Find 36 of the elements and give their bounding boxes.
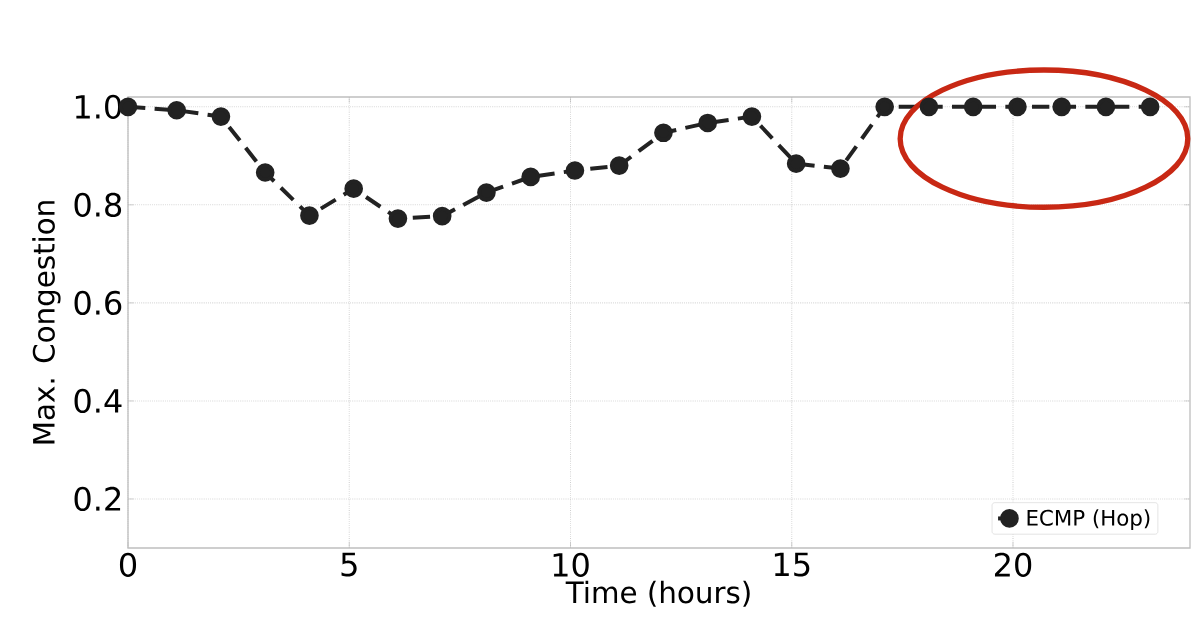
point xyxy=(1052,97,1072,117)
point xyxy=(742,107,762,126)
point xyxy=(786,154,806,173)
x-tick-label: 20 xyxy=(994,552,1032,577)
x-tick-label: 5 xyxy=(341,552,357,577)
y-tick-label: 1.0 xyxy=(75,94,122,119)
y-tick-label: 0.2 xyxy=(74,486,121,512)
point xyxy=(831,159,850,178)
y-tick-label: 0.8 xyxy=(74,192,122,217)
point xyxy=(255,163,275,182)
point xyxy=(698,113,718,133)
point xyxy=(1096,97,1116,117)
point xyxy=(654,123,673,143)
point xyxy=(211,107,231,126)
point xyxy=(477,183,496,202)
x-tick-label: 15 xyxy=(774,552,810,577)
point xyxy=(521,167,541,187)
point xyxy=(167,100,187,120)
point xyxy=(344,179,364,198)
x-tick-label: 10 xyxy=(553,552,589,577)
point xyxy=(565,161,585,180)
y-tick-label: 0.4 xyxy=(74,388,122,414)
point xyxy=(300,206,319,225)
y-axis-title: Max. Congestion xyxy=(32,201,61,444)
x-axis-title: Time (hours) xyxy=(565,580,750,607)
legend-label: ECMP (Hop) xyxy=(1027,509,1150,530)
point xyxy=(1008,97,1027,117)
point xyxy=(963,97,983,117)
point xyxy=(432,206,452,226)
x-tick-label: 0 xyxy=(119,552,137,577)
point xyxy=(609,156,629,175)
point xyxy=(875,97,895,117)
point xyxy=(1140,97,1160,117)
point xyxy=(919,97,939,117)
point xyxy=(388,209,408,228)
y-tick-label: 0.6 xyxy=(74,290,122,315)
